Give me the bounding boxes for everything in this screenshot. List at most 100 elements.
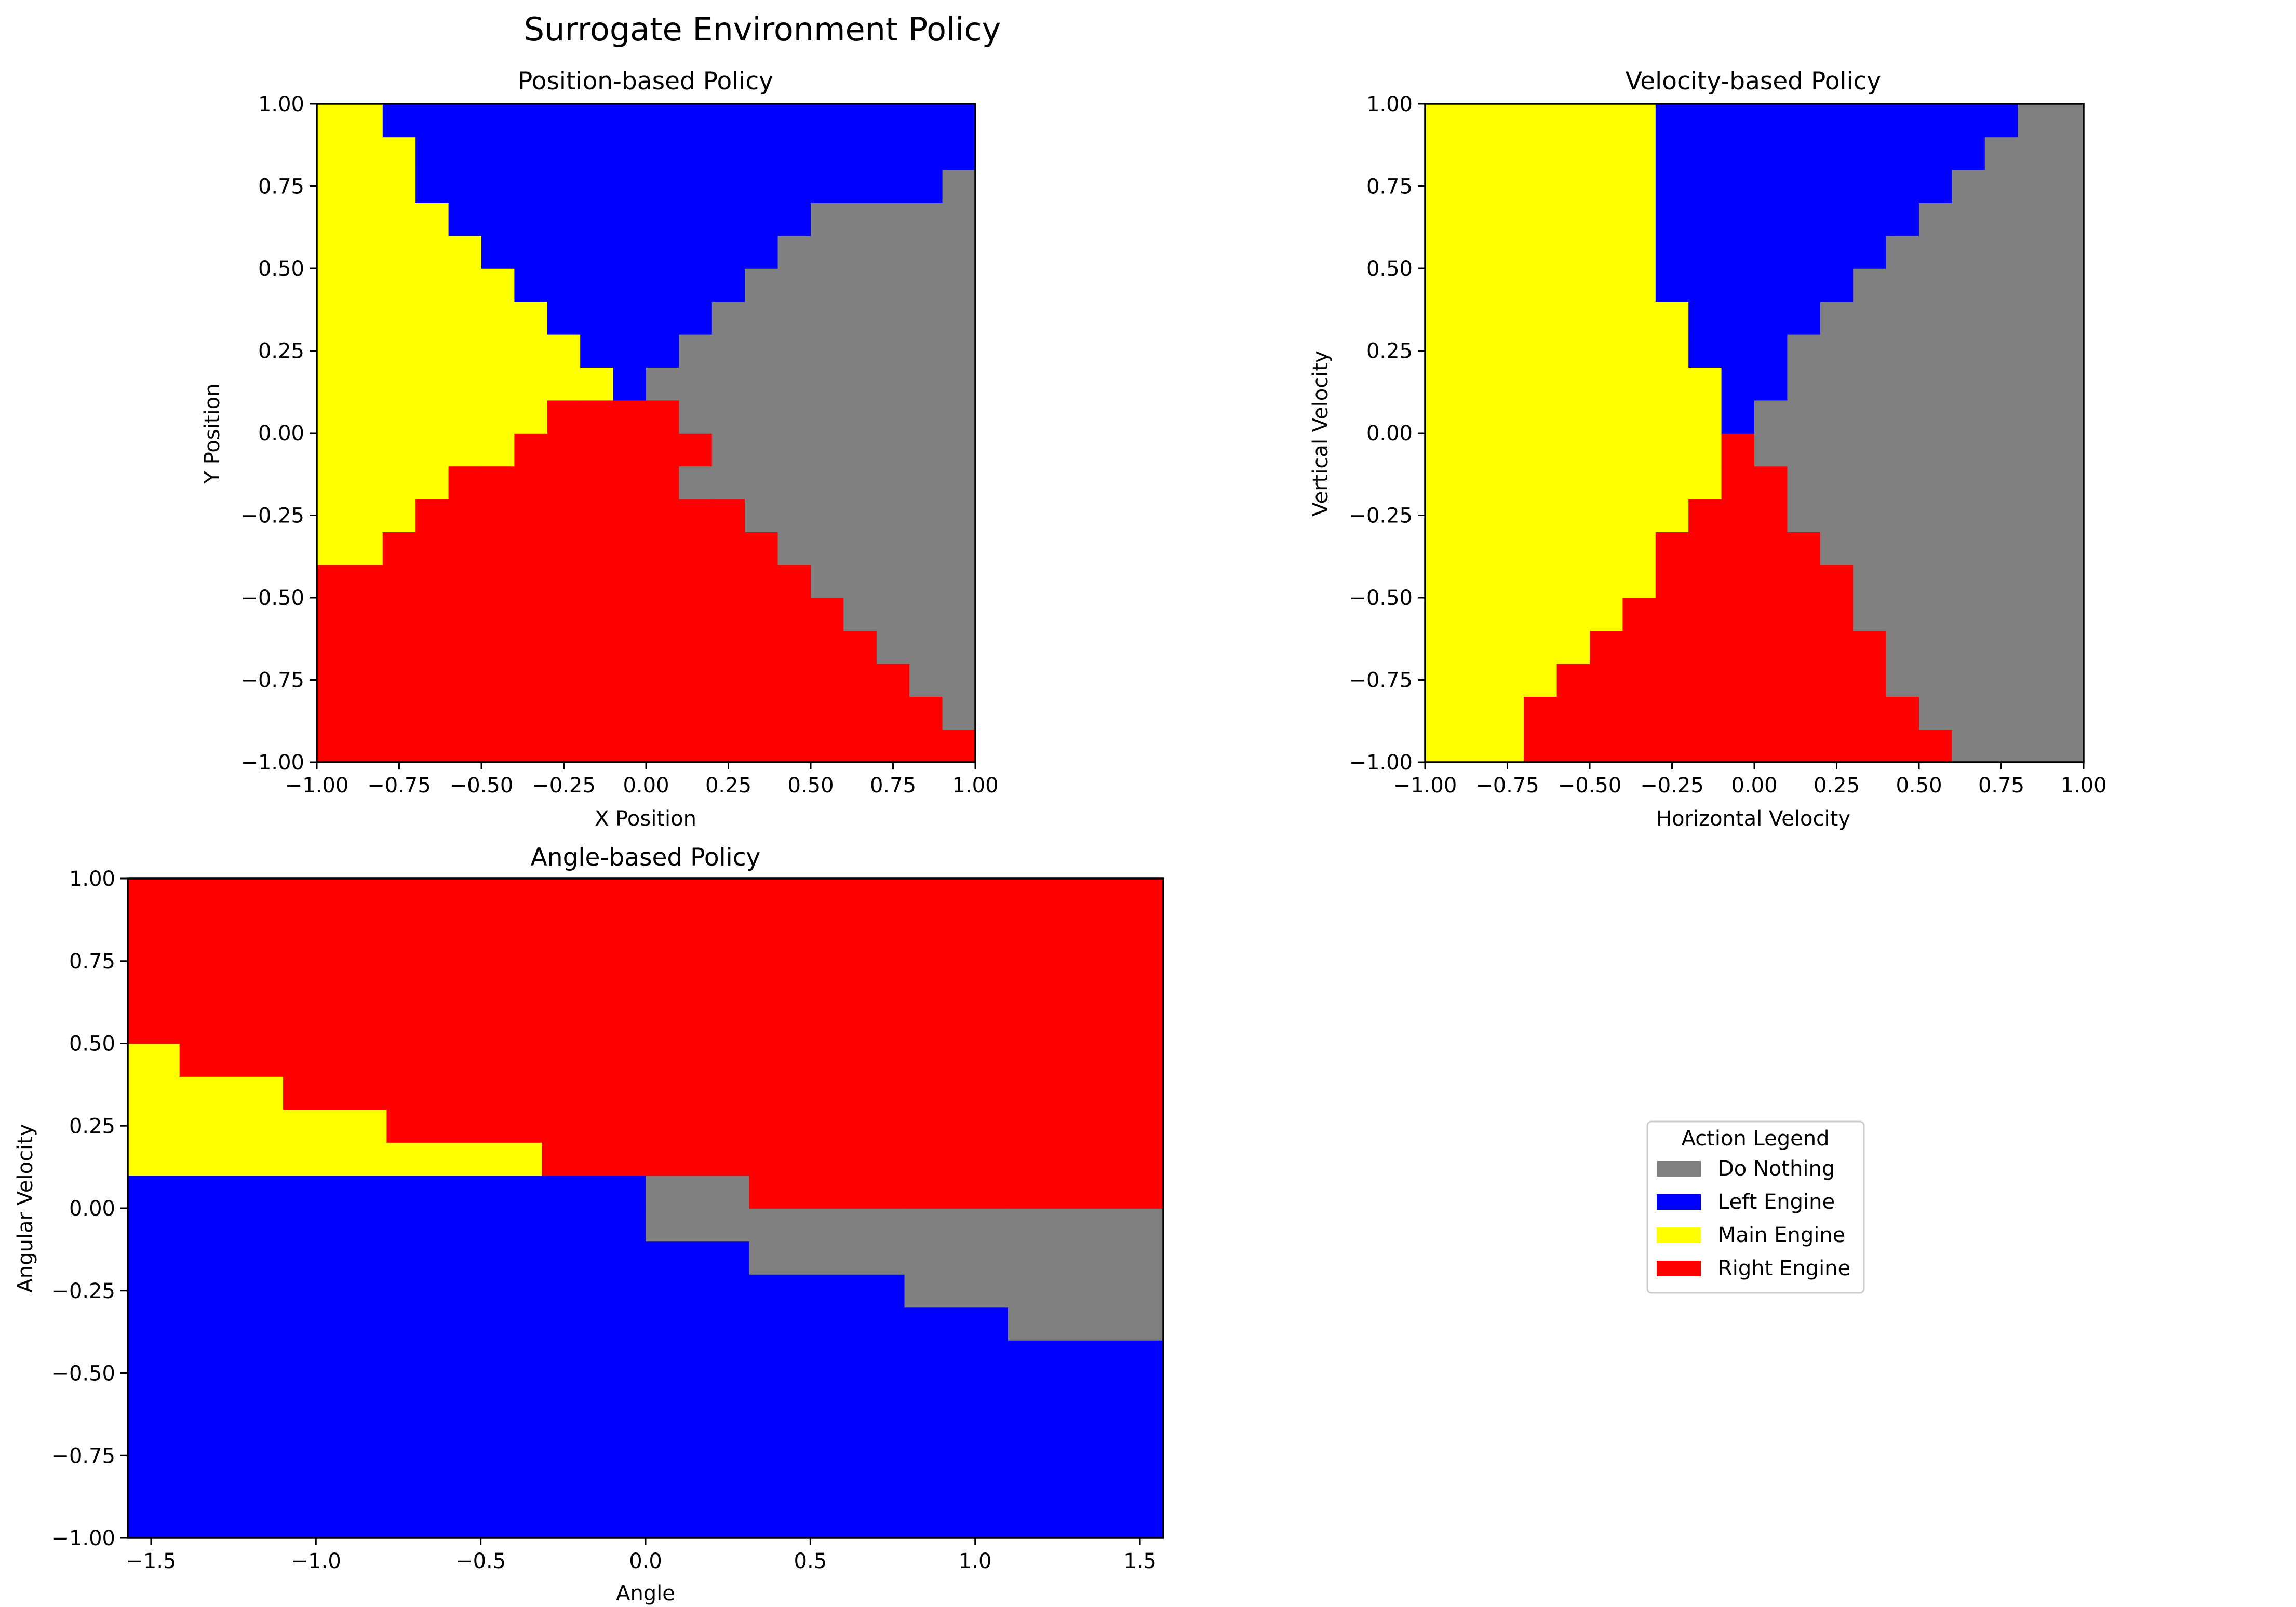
position-policy-cell [382, 367, 416, 401]
velocity-policy-cell [1754, 367, 1788, 401]
velocity-policy-cell [1952, 729, 1985, 763]
position-policy-cell [876, 729, 910, 763]
position-policy-cell [613, 466, 647, 499]
position-policy-cell [843, 466, 877, 499]
position-policy-cell [448, 598, 482, 631]
position-policy-cell [448, 532, 482, 565]
angle-policy-cell [904, 1175, 1009, 1209]
angle-policy-x-tick-label: −1.0 [291, 1549, 341, 1573]
position-policy-cell [942, 663, 976, 697]
position-policy-cell [613, 729, 647, 763]
position-policy-cell [711, 663, 745, 697]
velocity-policy-cell [1721, 235, 1755, 269]
velocity-policy-cell [1622, 466, 1656, 499]
position-policy-cell [514, 137, 548, 170]
angle-policy-cell [1008, 1076, 1164, 1110]
position-policy-cell [909, 498, 943, 532]
angle-policy-cell [128, 1406, 180, 1440]
position-policy-cell [811, 532, 844, 565]
position-policy-cell [909, 564, 943, 598]
position-policy-cell [580, 235, 614, 269]
position-policy-cell [382, 532, 416, 565]
position-policy-cell [876, 630, 910, 664]
velocity-policy-cell [1820, 564, 1854, 598]
angle-policy-cell [386, 879, 543, 912]
position-policy-cell [415, 696, 449, 730]
position-policy-cell [514, 630, 548, 664]
angle-policy-cell [179, 1109, 284, 1143]
position-policy-cell [942, 598, 976, 631]
position-policy-cell [646, 696, 680, 730]
velocity-policy-cell [1853, 268, 1887, 302]
position-policy-cell [942, 564, 976, 598]
velocity-policy-y-ticks: −1.00 −0.75 −0.50 −0.25 0.00 0.25 0.50 0.75 1.00 [1349, 92, 1425, 775]
velocity-policy-cell [1721, 433, 1755, 467]
position-policy-cell [745, 498, 778, 532]
angle-policy-cell [283, 1043, 387, 1077]
position-policy-cell [350, 466, 383, 499]
velocity-policy-cell [2018, 598, 2051, 631]
velocity-policy-cell [1491, 729, 1524, 763]
position-policy-cell [481, 268, 515, 302]
angle-policy-cell [283, 879, 387, 912]
velocity-policy-cell [1590, 268, 1623, 302]
position-policy-cell [613, 696, 647, 730]
velocity-policy-cell [1655, 367, 1689, 401]
velocity-policy-cell [1590, 334, 1623, 368]
angle-policy-x-tick-label: −0.5 [455, 1549, 506, 1573]
angle-policy-cell [386, 1043, 543, 1077]
velocity-policy-cell [1952, 137, 1985, 170]
velocity-policy-cell [1688, 400, 1722, 434]
position-policy-cell [382, 630, 416, 664]
velocity-policy-cell [1458, 696, 1492, 730]
position-policy-cell [448, 104, 482, 138]
velocity-policy-cell [1524, 367, 1557, 401]
position-policy-y-tick-label: −0.75 [240, 669, 304, 693]
position-policy-cell [613, 268, 647, 302]
velocity-policy-cell [2050, 564, 2084, 598]
position-policy-cell [547, 268, 581, 302]
position-policy-cell [481, 696, 515, 730]
figure-title: Surrogate Environment Policy [524, 10, 1001, 48]
position-policy-cell [613, 598, 647, 631]
velocity-policy-cell [1655, 301, 1689, 335]
position-policy-cell [876, 466, 910, 499]
velocity-policy-cell [1853, 334, 1887, 368]
velocity-policy-cell [1590, 400, 1623, 434]
velocity-policy-cell [1524, 466, 1557, 499]
velocity-policy-y-tick-label: −0.25 [1349, 504, 1413, 528]
position-policy-x-tick-label: −1.00 [285, 774, 349, 798]
velocity-policy-cell [1787, 268, 1821, 302]
angle-policy-cell [1008, 1010, 1164, 1044]
velocity-policy-cell [1655, 104, 1689, 138]
velocity-policy-cell [1458, 729, 1492, 763]
velocity-policy-cell [2050, 202, 2084, 236]
position-policy-cell [382, 169, 416, 203]
velocity-policy-cell [1590, 466, 1623, 499]
angle-policy-cell [386, 1472, 543, 1506]
position-policy-cell [514, 532, 548, 565]
velocity-policy-cell [1425, 498, 1459, 532]
velocity-policy-cell [2018, 137, 2051, 170]
angle-policy-cell [128, 1241, 180, 1275]
velocity-policy-cell [2050, 696, 2084, 730]
position-policy-cell [580, 433, 614, 467]
velocity-policy-cell [1590, 498, 1623, 532]
velocity-policy-cell [1556, 598, 1590, 631]
angle-policy-cell [283, 944, 387, 978]
position-policy-cell [317, 696, 351, 730]
angle-policy-cell [283, 1076, 387, 1110]
velocity-policy-cell [1425, 268, 1459, 302]
position-policy-cell [317, 202, 351, 236]
position-policy-cell [547, 235, 581, 269]
position-policy-y-ticks: −1.00 −0.75 −0.50 −0.25 0.00 0.25 0.50 0.75 1.00 [240, 92, 317, 775]
velocity-policy-cell [1458, 301, 1492, 335]
position-policy-x-tick-label: 0.00 [623, 774, 669, 798]
position-policy-cell [481, 104, 515, 138]
position-policy-cell [350, 169, 383, 203]
position-policy-cell [514, 334, 548, 368]
position-policy-cell [646, 301, 680, 335]
velocity-policy-cell [1952, 663, 1985, 697]
velocity-policy-cell [1688, 498, 1722, 532]
position-policy-cell [350, 564, 383, 598]
